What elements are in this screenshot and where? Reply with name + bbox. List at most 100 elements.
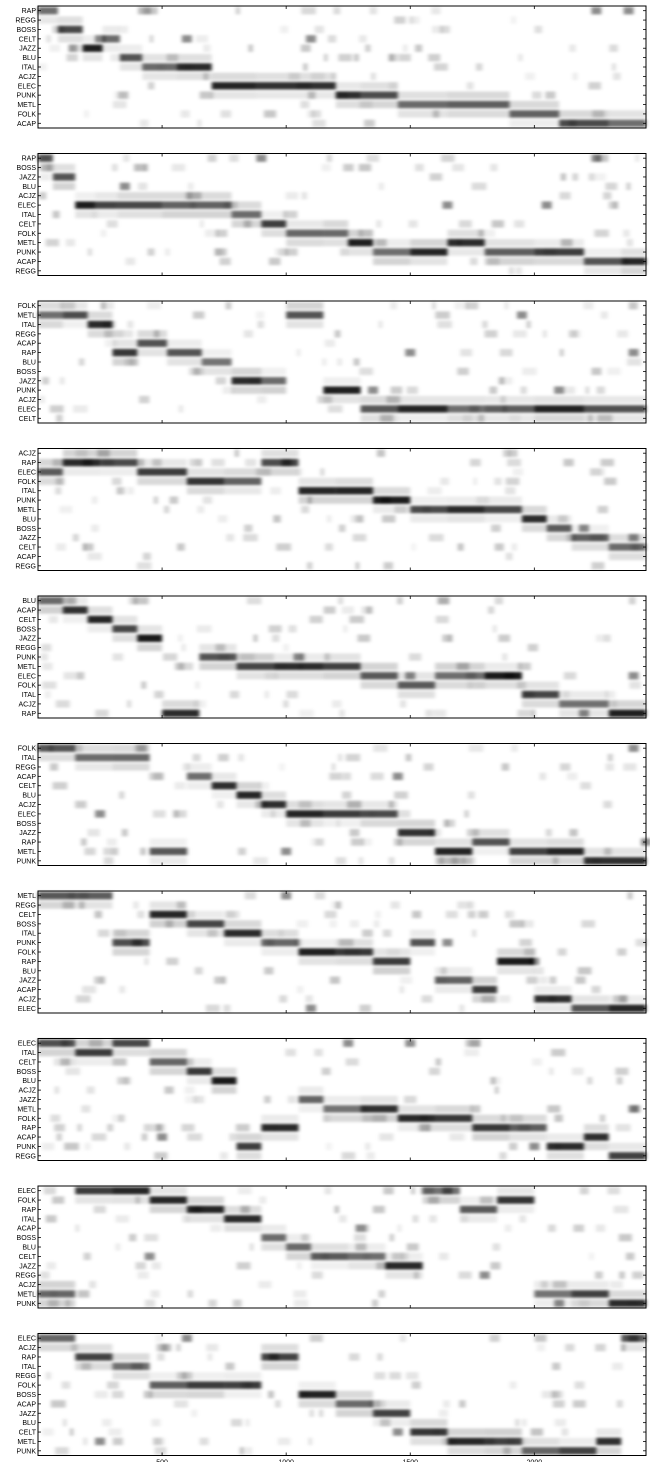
- heatmap-cell-neighbor: [186, 468, 225, 476]
- heatmap-cell-neighbor: [298, 1400, 336, 1408]
- heatmap-cell-noise: [433, 709, 447, 717]
- heatmap-cell-noise: [116, 487, 123, 495]
- heatmap-cell-neighbor: [373, 487, 411, 495]
- heatmap-cell-noise: [56, 1133, 62, 1141]
- heatmap-cell-noise: [106, 220, 118, 228]
- heatmap-cell-neighbor: [100, 468, 138, 476]
- heatmap-cell-neighbor: [447, 229, 485, 237]
- heatmap-cell-noise: [277, 1437, 291, 1446]
- y-tick-label: ELEC: [18, 406, 36, 413]
- heatmap-cell-noise: [68, 44, 77, 52]
- heatmap-cell-noise: [111, 1390, 124, 1399]
- heatmap-cell-noise: [352, 533, 367, 542]
- heatmap-cell-noise: [359, 35, 367, 43]
- heatmap-cell-path: [608, 543, 646, 551]
- heatmap-cell-noise: [563, 458, 574, 467]
- y-tick-label: PUNK: [17, 940, 37, 947]
- y-tick-label: REGG: [15, 1273, 36, 1280]
- heatmap-cell-noise: [143, 1123, 152, 1132]
- heatmap-cell-spot: [529, 1142, 540, 1151]
- heatmap-cell-neighbor: [335, 82, 361, 90]
- heatmap-cell-noise: [340, 248, 349, 256]
- heatmap-cell-spot: [591, 154, 602, 162]
- heatmap-cell-neighbor: [38, 1343, 76, 1352]
- heatmap-cell-spot: [281, 847, 292, 856]
- heatmap-cell-path: [38, 311, 63, 319]
- heatmap-cell-noise: [526, 320, 531, 329]
- heatmap-cell-noise: [355, 562, 360, 570]
- heatmap-cell-neighbor: [435, 857, 473, 865]
- heatmap-cell-noise: [151, 1262, 161, 1270]
- heatmap-cell-spot: [405, 1039, 416, 1047]
- heatmap-cell-noise: [400, 976, 413, 984]
- y-tick-label: RAP: [22, 1125, 37, 1132]
- heatmap-cell-noise: [603, 192, 612, 200]
- heatmap-cell-noise: [365, 1142, 371, 1151]
- heatmap-cell-noise: [111, 477, 122, 486]
- heatmap-cell-neighbor: [112, 634, 138, 642]
- heatmap-cell-path: [100, 458, 138, 467]
- heatmap-cell-path: [224, 1215, 262, 1223]
- heatmap-cell-noise: [139, 119, 149, 127]
- heatmap-cell-noise: [274, 1400, 281, 1408]
- heatmap-cell-neighbor: [298, 1086, 324, 1094]
- heatmap-cell-noise: [119, 985, 126, 994]
- heatmap-cell-neighbor: [149, 1372, 187, 1380]
- heatmap-cell-noise: [75, 800, 87, 809]
- heatmap-cell-noise: [39, 395, 45, 404]
- heatmap-cell-neighbor: [211, 1086, 237, 1094]
- heatmap-cell-noise: [275, 248, 280, 256]
- y-tick-label: PUNK: [17, 498, 37, 505]
- heatmap-cell-noise: [542, 330, 547, 338]
- heatmap-cell-noise: [353, 1233, 367, 1242]
- heatmap-cell-noise: [447, 634, 453, 642]
- heatmap-cells: [38, 597, 646, 717]
- heatmap-cell-noise: [226, 533, 235, 542]
- heatmap-cell-noise: [196, 625, 212, 633]
- y-tick-label: BLU: [22, 598, 36, 605]
- heatmap-cell-spot: [529, 957, 540, 966]
- heatmap-cell-noise: [55, 487, 62, 495]
- heatmap-cell-noise: [276, 543, 292, 551]
- heatmap-cell-noise: [607, 1187, 620, 1195]
- y-tick-label: PUNK: [17, 1144, 37, 1151]
- heatmap-cell-neighbor: [149, 901, 187, 909]
- y-tick-label: BOSS: [17, 1069, 37, 1076]
- heatmap-cell-neighbor: [472, 828, 510, 837]
- y-tick-label: METL: [17, 893, 36, 900]
- heatmap-cell-neighbor: [608, 700, 646, 708]
- heatmap-cell-path: [201, 358, 232, 366]
- heatmap-cell-path: [608, 709, 646, 717]
- heatmap-cell-neighbor: [509, 1133, 547, 1141]
- heatmap-cell-noise: [144, 1299, 156, 1307]
- heatmap-cell-path: [447, 100, 510, 109]
- heatmap-cell-noise: [111, 163, 118, 172]
- heatmap-cell-noise: [594, 229, 609, 237]
- heatmap-cell-noise: [502, 653, 508, 661]
- heatmap-cell-neighbor: [75, 210, 96, 219]
- heatmap-cell-neighbor: [447, 395, 485, 404]
- heatmap-cell-path: [186, 1205, 225, 1214]
- heatmap-cell-noise: [65, 1067, 81, 1076]
- heatmap-cell-neighbor: [167, 339, 202, 347]
- heatmap-cell-noise: [91, 1133, 107, 1141]
- heatmap-cell-neighbor: [323, 800, 361, 809]
- heatmap-cell-noise: [75, 1224, 80, 1232]
- heatmap-cell-neighbor: [521, 700, 560, 708]
- heatmap-cell-noise: [259, 1196, 267, 1204]
- heatmap-cell-spot: [368, 386, 378, 394]
- heatmap-cell-noise: [105, 339, 117, 347]
- heatmap-cell-noise: [147, 248, 155, 256]
- heatmap-cell-noise: [46, 1262, 56, 1270]
- y-tick-label: ELEC: [18, 469, 36, 476]
- heatmap-cell-noise: [465, 302, 479, 310]
- heatmap-cell-noise: [341, 791, 352, 799]
- heatmap-cell-noise: [84, 847, 96, 856]
- heatmap-cell-noise: [509, 1142, 518, 1151]
- heatmap-cell-neighbor: [149, 857, 187, 865]
- heatmap-cell-spot: [623, 7, 634, 15]
- heatmap-cell-neighbor: [621, 1343, 646, 1352]
- heatmap-cell-neighbor: [186, 1077, 212, 1085]
- heatmap-cell-noise: [279, 248, 288, 256]
- heatmap-cell-path: [373, 1409, 411, 1417]
